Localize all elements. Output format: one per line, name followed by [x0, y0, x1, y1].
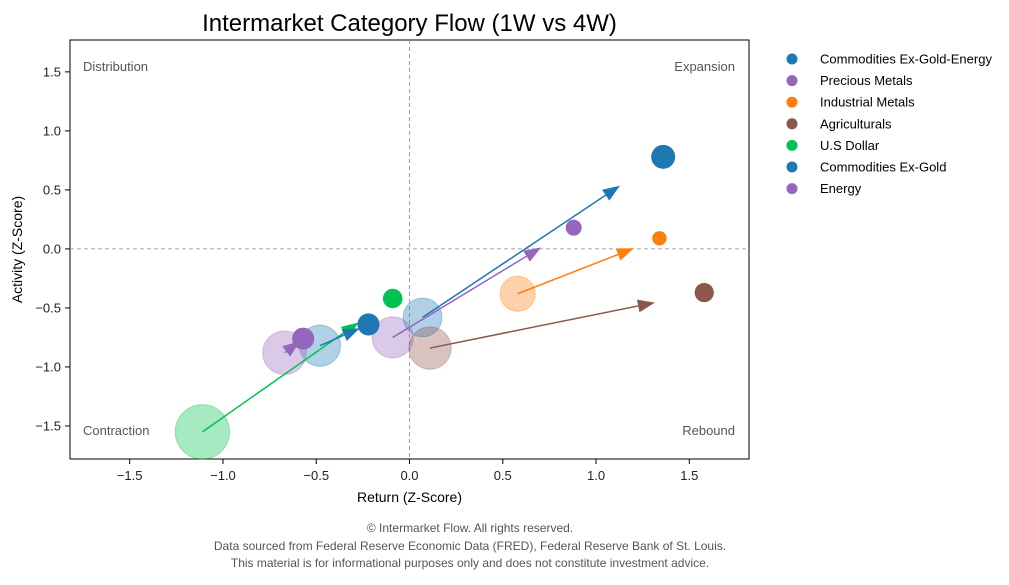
legend-marker: [786, 139, 798, 151]
y-tick-label: −0.5: [35, 300, 61, 315]
end-point: [357, 313, 380, 336]
legend-marker: [786, 183, 798, 195]
end-point: [382, 288, 403, 309]
footer-copyright: © Intermarket Flow. All rights reserved.: [366, 521, 574, 535]
legend-label: Energy: [820, 181, 862, 196]
y-tick-label: −1.0: [35, 359, 61, 374]
flow-arrow-shaft: [202, 331, 345, 433]
quadrant-label-contraction: Contraction: [83, 423, 149, 438]
legend-label: U.S Dollar: [820, 138, 880, 153]
legend-marker: [786, 75, 798, 87]
legend-label: Commodities Ex-Gold: [820, 160, 946, 175]
end-point: [694, 282, 714, 303]
x-tick-label: 1.5: [680, 468, 698, 483]
end-point: [652, 231, 667, 246]
x-tick-label: −1.5: [117, 468, 143, 483]
quadrant-label-expansion: Expansion: [674, 59, 735, 74]
x-tick-label: 0.5: [494, 468, 512, 483]
x-tick-label: −1.0: [210, 468, 236, 483]
end-point: [565, 219, 582, 236]
flow-arrow-head: [523, 247, 542, 262]
chart-title: Intermarket Category Flow (1W vs 4W): [202, 10, 617, 37]
end-point: [292, 327, 315, 350]
legend-label: Precious Metals: [820, 73, 913, 88]
plot-frame: [69, 39, 750, 460]
y-tick-label: 0.5: [43, 182, 61, 197]
legend-label: Industrial Metals: [820, 95, 915, 110]
flow-arrow-shaft: [517, 253, 619, 295]
y-axis-label: Activity (Z-Score): [9, 196, 25, 303]
legend-label: Agriculturals: [820, 116, 892, 131]
footer-source: Data sourced from Federal Reserve Econom…: [213, 539, 727, 553]
x-tick-label: −0.5: [303, 468, 329, 483]
y-tick-label: 1.5: [43, 64, 61, 79]
quadrant-label-distribution: Distribution: [83, 59, 148, 74]
y-tick-label: 1.0: [43, 123, 61, 138]
quadrant-label-rebound: Rebound: [682, 423, 735, 438]
flow-arrow-head: [636, 299, 655, 313]
flow-arrow-head: [602, 185, 620, 201]
legend-label: Commodities Ex-Gold-Energy: [820, 52, 992, 67]
y-tick-label: −1.5: [35, 418, 61, 433]
flow-arrow-head: [341, 328, 360, 341]
x-axis-label: Return (Z-Score): [357, 489, 462, 505]
end-point: [651, 144, 676, 169]
flow-arrow-shaft: [392, 255, 527, 339]
flow-arrow-shaft: [429, 305, 639, 349]
legend-marker: [786, 118, 798, 130]
x-tick-label: 0.0: [400, 468, 418, 483]
flow-arrow-shaft: [319, 334, 345, 347]
flow-arrow-shaft: [422, 194, 607, 318]
flow-arrow-shaft: [284, 350, 287, 354]
flow-arrow-head: [615, 248, 634, 261]
legend-marker: [786, 161, 798, 173]
legend-marker: [786, 96, 798, 108]
x-tick-label: 1.0: [587, 468, 605, 483]
legend-marker: [786, 53, 798, 65]
footer-disclaimer: This material is for informational purpo…: [230, 556, 710, 570]
y-tick-label: 0.0: [43, 241, 61, 256]
